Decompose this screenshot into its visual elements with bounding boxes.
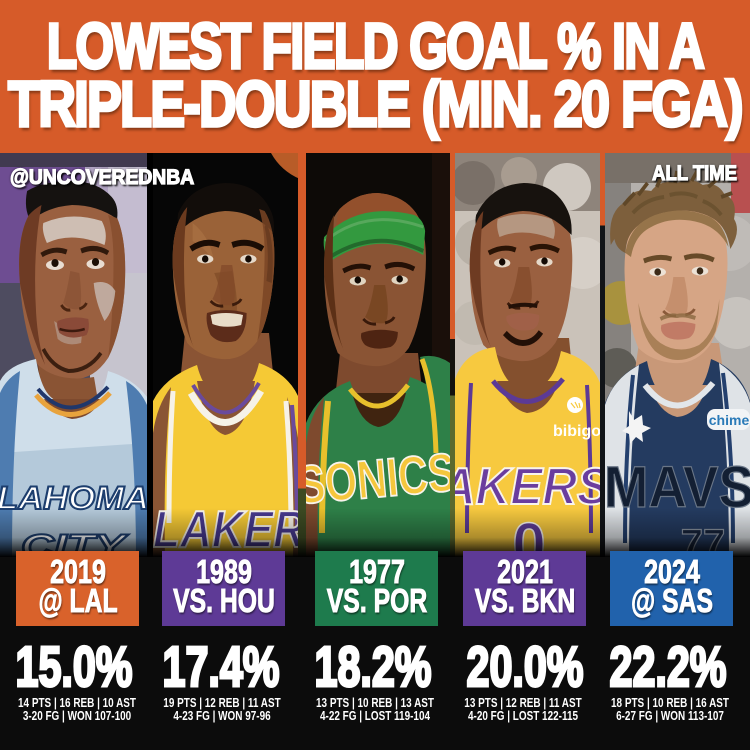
svg-text:SONICS: SONICS: [306, 442, 450, 516]
svg-text:chime: chime: [709, 412, 750, 428]
svg-text:bibigo: bibigo: [553, 423, 600, 440]
svg-text:AKERS: AKERS: [455, 458, 600, 516]
